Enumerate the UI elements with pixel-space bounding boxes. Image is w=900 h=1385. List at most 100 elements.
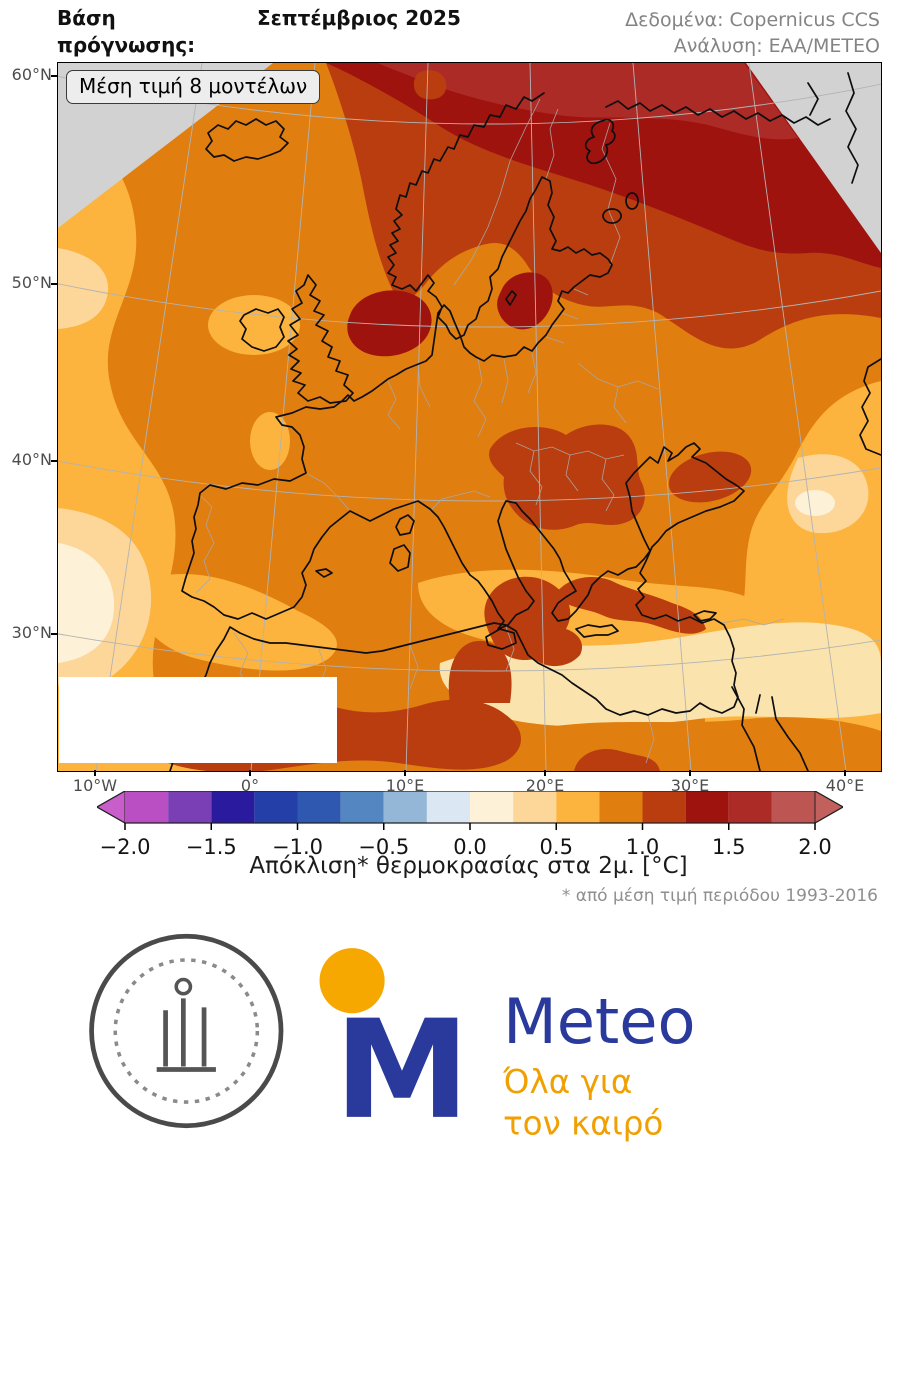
baseline-footnote: * από μέση τιμή περιόδου 1993-2016 [561,886,878,906]
map-region-baltic-dark-red [497,272,553,330]
coast-sicily [485,628,517,650]
colorbar-tick-label: −2.0 [99,835,151,859]
colorbar-segment [728,791,772,823]
coast-mainland [169,92,745,771]
colorbar-tick-label: −0.5 [358,835,410,859]
axis-tick [51,460,57,462]
meteo-logo-name: Meteo [503,985,696,1058]
colorbar-legend: −2.0 −1.5 −1.0 −0.5 0.0 0.5 1.0 1.5 2.0 [97,791,843,865]
forecast-base-label: Βάση πρόγνωσης: [57,6,196,57]
map-region-nw-ireland-light [208,295,300,355]
colorbar-tick-label: 1.5 [712,835,746,859]
map-region-balkans-rust [489,424,645,530]
axis-tick [51,75,57,77]
axis-tick [404,770,406,776]
lon-label-0: 0° [240,776,260,795]
data-source-text: Δεδομένα: Copernicus CCS [625,9,880,31]
model-mean-annotation: Μέση τιμή 8 μοντέλων [66,70,321,104]
colorbar [97,791,843,830]
map-region-caucasus-rust [668,451,752,503]
colorbar-segment [771,791,815,823]
lon-label-30e: 30°E [670,776,710,795]
country-borders [195,98,785,764]
axis-tick [51,633,57,635]
colorbar-segment [340,791,384,823]
colorbar-arrow-left [97,791,126,824]
coast-corsica [395,514,415,536]
map-region-cyrenaica-rust [574,749,660,771]
map-region-cadiz-alboran [136,574,337,671]
axis-tick [51,283,57,285]
map-region-south-italy-ionian-rust [484,576,583,667]
graticule [58,63,881,771]
map-nodata-corner-right [746,63,881,253]
colorbar-segment [383,791,427,823]
colorbar-tick-label: −1.0 [272,835,323,859]
meteo-logo: M Meteo Όλα για τον καιρό [319,948,696,1150]
colorbar-segment [211,791,255,823]
meteo-tagline-1: Όλα για [502,1063,632,1101]
axis-tick [689,770,691,776]
lat-label-50n: 50°N [11,273,52,292]
colorbar-segment [685,791,729,823]
colorbar-tick-label: 2.0 [798,835,832,859]
coast-arctic-river [807,72,859,184]
lat-label-60n: 60°N [11,65,52,84]
map-canvas [58,63,881,771]
coast-crete [575,624,619,638]
colorbar-segment [254,791,298,823]
lat-label-30n: 30°N [11,623,52,642]
analysis-text: Ανάλυση: ΕΑΑ/ΜΕΤΕΟ [673,35,880,57]
colorbar-tick-label: 1.0 [625,835,660,859]
meteo-logo-m: M [334,992,469,1150]
forecast-base-value: Σεπτέμβριος 2025 [257,6,461,30]
colorbar-caption: Απόκλιση* θερμοκρασίας στα 2μ. [°C] [249,853,688,879]
credits-header: Δεδομένα: Copernicus CCS Ανάλυση: ΕΑΑ/ΜΕ… [625,7,880,59]
map-region-east-cream-spot [795,490,835,516]
colorbar-tick-label: −1.5 [185,835,237,859]
noa-seal-logo [89,933,284,1129]
coast-red-sea [731,686,809,771]
coast-barents [605,100,831,126]
europe-anomaly-map: Μέση τιμή 8 μοντέλων M Meteo Όλα για τον… [57,62,882,1150]
coast-ireland [239,308,285,352]
coast-gotland [505,290,517,306]
coast-caspian [859,358,881,456]
coast-sardinia [389,544,411,572]
colorbar-segment [125,791,169,823]
colorbar-segment [642,791,686,823]
lon-label-40e: 40°E [825,776,865,795]
axis-tick [249,770,251,776]
colorbar-segment [513,791,557,823]
map-region-norway-rust-patch [413,70,447,100]
coast-cyprus [693,610,717,622]
colorbar-ticks [124,823,816,830]
lon-label-10w: 10°W [72,776,118,795]
colorbar-segment [556,791,600,823]
axis-tick [844,770,846,776]
lon-label-20e: 20°E [525,776,565,795]
lon-label-10e: 10°E [385,776,425,795]
map-nodata-corner-left [58,63,273,228]
colorbar-arrow-right [814,791,843,824]
colorbar-tick-label: 0.0 [453,835,487,859]
lat-label-40n: 40°N [11,450,52,469]
map-region-north-sea-dark-red [347,290,432,357]
coastlines [169,72,881,771]
coast-lake-ladoga [602,192,639,224]
colorbar-segment [168,791,212,823]
coast-great-britain [287,274,354,404]
colorbar-segment [599,791,643,823]
coast-balearics [315,568,333,578]
map-region-biscay-light [250,412,290,470]
meteo-tagline-2: τον καιρό [503,1105,663,1143]
map-region-arctic-crimson [378,63,798,140]
colorbar-segment [426,791,471,823]
logo-box: M Meteo Όλα για τον καιρό [59,677,696,1150]
map-region-aegean-sturkey-rust [556,577,706,634]
axis-tick [94,770,96,776]
colorbar-tick-label: 0.5 [539,835,573,859]
colorbar-segment [297,791,341,823]
coast-iceland [205,118,289,162]
axis-tick [544,770,546,776]
